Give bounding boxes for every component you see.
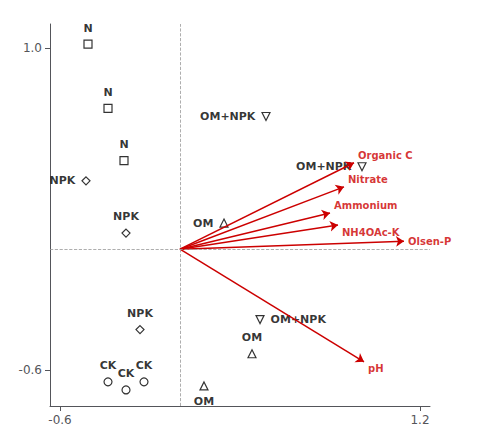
svg-text:Ammonium: Ammonium (334, 200, 398, 211)
svg-text:NPK: NPK (113, 210, 139, 223)
svg-text:-0.6: -0.6 (48, 413, 71, 427)
svg-text:CK: CK (118, 367, 135, 380)
svg-text:OM+NPK: OM+NPK (296, 160, 352, 173)
svg-text:N: N (103, 86, 112, 99)
svg-text:CK: CK (100, 359, 117, 372)
svg-text:OM: OM (242, 331, 262, 344)
svg-text:OM: OM (193, 217, 213, 230)
svg-text:OM: OM (194, 395, 214, 408)
svg-text:-0.6: -0.6 (19, 363, 42, 377)
svg-text:Organic C: Organic C (358, 150, 413, 161)
svg-text:pH: pH (368, 363, 384, 374)
svg-text:NH4OAc-K: NH4OAc-K (342, 227, 401, 238)
svg-text:NPK: NPK (50, 174, 76, 187)
svg-text:1.2: 1.2 (410, 413, 429, 427)
svg-text:N: N (119, 138, 128, 151)
svg-text:Olsen-P: Olsen-P (408, 236, 451, 247)
svg-text:CK: CK (136, 359, 153, 372)
svg-text:OM+NPK: OM+NPK (200, 110, 256, 123)
svg-text:NPK: NPK (127, 307, 153, 320)
svg-text:OM+NPK: OM+NPK (271, 313, 327, 326)
svg-text:N: N (83, 22, 92, 35)
svg-text:Nitrate: Nitrate (348, 174, 388, 185)
svg-text:1.0: 1.0 (23, 41, 42, 55)
